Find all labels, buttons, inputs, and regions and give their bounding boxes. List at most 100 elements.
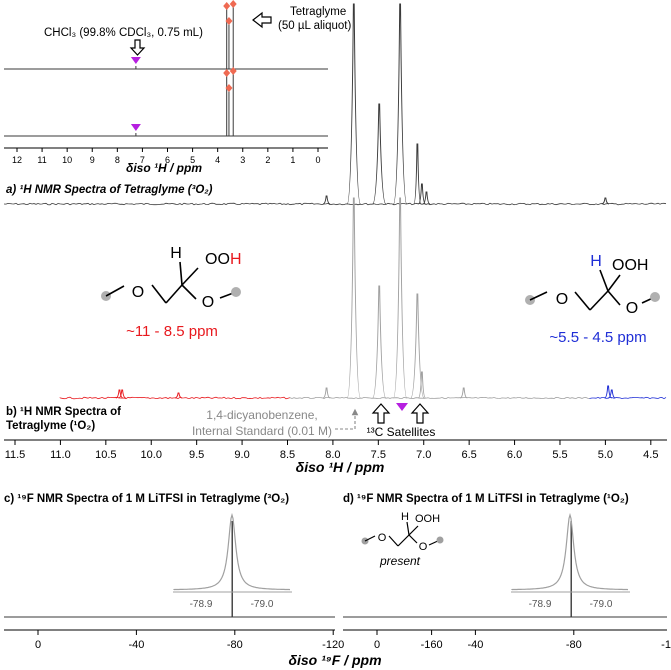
f19-left-inset-tick-1: -78.9 — [190, 599, 213, 610]
main-tick-label: 11.0 — [50, 449, 71, 461]
spectrum-b-peak — [322, 387, 331, 399]
tetraglyme-label: Tetraglyme — [290, 6, 346, 18]
spectrum-a-peak — [393, 3, 408, 205]
left-range-label: ~11 - 8.5 ppm — [126, 323, 218, 340]
main-tick-label: 5.0 — [598, 449, 613, 461]
internal-std-line1: 1,4-dicyanobenzene, — [206, 408, 317, 422]
label-b-line2: Tetraglyme (¹O₂) — [6, 420, 95, 432]
f19-right-zoom-inset: -78.9 -79.0 — [511, 512, 630, 610]
molecule-left — [101, 261, 241, 304]
mol-left-h-red: H — [230, 251, 242, 268]
main-tick-label: 10.0 — [141, 449, 162, 461]
main-x-ticks: 11.5 11.0 10.5 10.0 9.5 9.0 8.5 8.0 7.5 7.0 6.5 6.0… — [5, 440, 658, 461]
spectrum-b-blue-region — [589, 396, 667, 400]
spectrum-b-peak — [608, 389, 616, 399]
diamond-marker-icon — [229, 67, 237, 75]
f19-tick-label: -40 — [467, 639, 483, 651]
main-tick-label: 10.5 — [95, 449, 116, 461]
f19-right-x-ticks: 0 -40 -80 -120 -160 — [374, 630, 671, 651]
f19-left-zoom-inset: -78.9 -79.0 — [173, 512, 292, 610]
label-b-line1: b) ¹H NMR Spectra of — [6, 406, 121, 418]
main-tick-label: 8.0 — [325, 449, 340, 461]
mol-small-o2: O — [419, 541, 428, 553]
spectrum-b-peak — [115, 389, 124, 399]
mol-left-o1: O — [132, 284, 144, 301]
spectrum-b-peak — [118, 389, 126, 399]
f19-right-inset-tick-2: -79.0 — [590, 599, 613, 610]
mol-small-o1: O — [378, 532, 387, 544]
main-spectra — [3, 3, 667, 400]
inset-tick-label: 9 — [90, 155, 95, 165]
diamond-marker-icon — [225, 17, 233, 25]
inset-peaks — [130, 0, 237, 136]
f19-tick-label: -40 — [128, 639, 144, 651]
inset-panel: 12 11 10 9 8 7 6 5 4 3 2 1 0 CHCl₃ (99.8% CDCl₃, 0.7… — [4, 0, 351, 175]
inset-x-ticks: 12 11 10 9 8 7 6 5 4 3 2 1 0 — [12, 148, 321, 165]
mol-right-o2: O — [626, 300, 638, 317]
inset-tick-label: 6 — [165, 155, 170, 165]
mol-right-oo: OOH — [612, 257, 648, 274]
f19-left-x-ticks: 0 -40 -80 -120 -160 — [35, 630, 443, 651]
chcl3-marker-icon — [396, 403, 408, 411]
f19-tick-label: 0 — [35, 639, 41, 651]
internal-std-line2: Internal Standard (0.01 M) — [192, 424, 332, 438]
mol-small-h: H — [401, 511, 409, 523]
satellites-label: ¹³C Satellites — [367, 425, 436, 439]
f19-right-inset-tick-1: -78.9 — [529, 599, 552, 610]
main-tick-label: 4.5 — [643, 449, 658, 461]
f19-left-panel: c) ¹⁹F NMR Spectra of 1 M LiTFSI in Tetr… — [4, 493, 443, 651]
inset-tick-label: 1 — [290, 155, 295, 165]
spectrum-a-peak — [601, 197, 610, 205]
spectrum-a-baseline — [3, 202, 667, 206]
f19-tick-label: -80 — [566, 639, 582, 651]
main-tick-label: 11.5 — [5, 449, 26, 461]
inset-tick-label: 7 — [140, 155, 145, 165]
spectrum-a-peak — [346, 3, 361, 205]
inset-x-axis-label: δiso ¹H / ppm — [126, 161, 202, 175]
f19-tick-label: 0 — [374, 639, 380, 651]
diamond-marker-icon — [223, 2, 231, 10]
inset-tick-label: 2 — [265, 155, 270, 165]
diamond-marker-icon — [223, 69, 231, 77]
internal-std-arrow-icon — [335, 408, 359, 430]
spectrum-b-red-region — [59, 396, 291, 400]
main-panel: a) ¹H NMR Spectra of Tetraglyme (³O₂) b)… — [3, 3, 667, 475]
spectrum-b-baseline — [289, 396, 590, 400]
inset-tick-label: 11 — [37, 155, 46, 165]
f19-x-axis-label: δiso ¹⁹F / ppm — [288, 652, 381, 668]
f19-right-zoom-peak — [511, 512, 629, 591]
mol-left-oo: OO — [205, 251, 230, 268]
f19-right-panel: d) ¹⁹F NMR Spectra of 1 M LiTFSI in Tetr… — [343, 493, 671, 651]
main-tick-label: 7.0 — [416, 449, 431, 461]
mol-left-h: H — [170, 245, 182, 262]
f19-left-inset-tick-2: -79.0 — [251, 599, 274, 610]
satellite-arrow-left-icon — [371, 403, 391, 424]
spectrum-a-peak — [422, 191, 431, 205]
mol-right-o1: O — [556, 291, 568, 308]
diamond-marker-icon — [225, 84, 233, 92]
main-tick-label: 5.5 — [552, 449, 567, 461]
inset-tick-label: 3 — [240, 155, 245, 165]
inset-tick-label: 12 — [12, 155, 22, 165]
mol-small-ooh: OOH — [415, 513, 440, 525]
molecule-right — [525, 269, 660, 311]
inset-tick-label: 4 — [215, 155, 220, 165]
main-tick-label: 6.0 — [507, 449, 522, 461]
spectrum-b-peak — [410, 293, 425, 399]
molecule-small — [361, 521, 444, 547]
spectrum-b-peak — [418, 371, 426, 399]
spectrum-b-peak — [604, 385, 612, 399]
tetraglyme-arrow-icon — [252, 11, 272, 29]
inset-tick-label: 0 — [315, 155, 320, 165]
f19-tick-label: -160 — [421, 639, 443, 651]
mol-left-o2: O — [202, 294, 214, 311]
label-d: d) ¹⁹F NMR Spectra of 1 M LiTFSI in Tetr… — [343, 493, 629, 505]
mol-right-h-blue: H — [590, 253, 602, 270]
spectrum-b-peak — [174, 392, 183, 399]
chcl3-label: CHCl₃ (99.8% CDCl₃, 0.75 mL) — [44, 27, 203, 39]
main-tick-label: 6.5 — [462, 449, 477, 461]
f19-tick-label: -80 — [227, 639, 243, 651]
main-x-axis-label: δiso ¹H / ppm — [296, 459, 385, 475]
inset-tick-label: 8 — [115, 155, 120, 165]
